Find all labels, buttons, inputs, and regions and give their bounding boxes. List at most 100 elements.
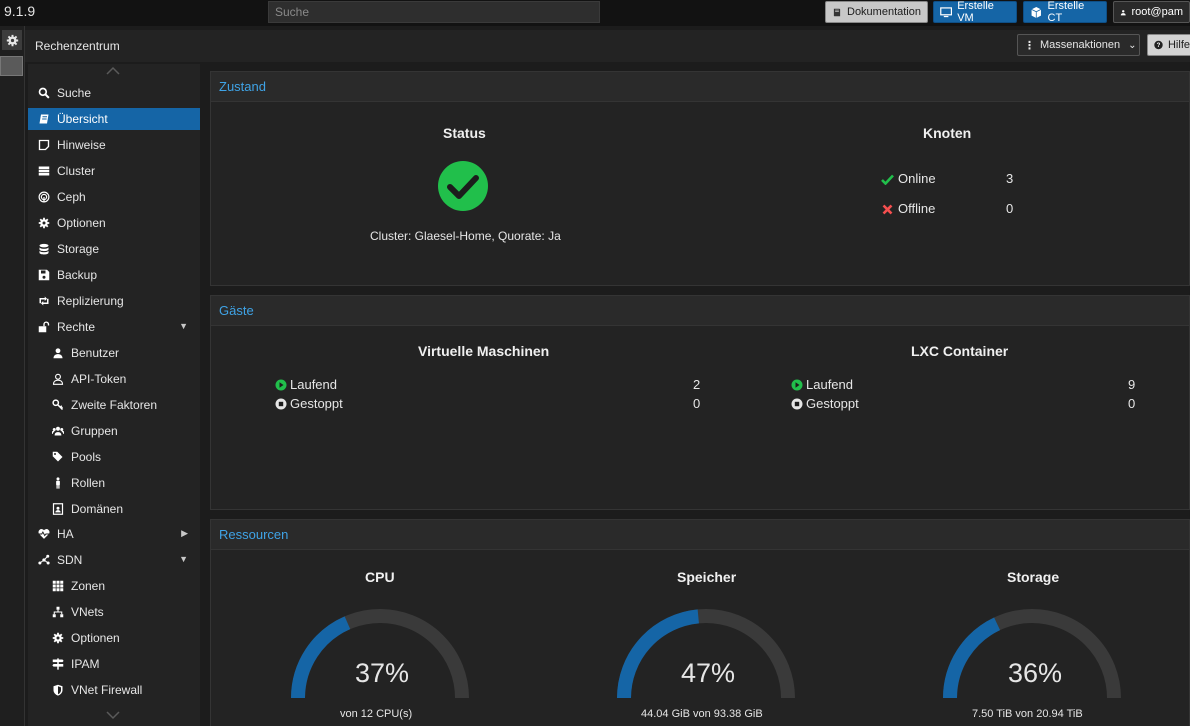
sidebar-item-backup[interactable]: Backup (28, 264, 200, 286)
cube-icon (1031, 6, 1042, 18)
sidebar-item-label: Benutzer (71, 346, 120, 360)
sidebar-item-suche[interactable]: Suche (28, 82, 200, 104)
bulk-actions-label: Massenaktionen (1040, 39, 1121, 51)
user-label: root@pam (1131, 6, 1183, 18)
sidebar-item-api-token[interactable]: API-Token (28, 368, 200, 390)
sidebar-item-storage[interactable]: Storage (28, 238, 200, 260)
sidebar-item-label: VNet Firewall (71, 683, 143, 697)
sidebar-item-benutzer[interactable]: Benutzer (28, 342, 200, 364)
book-icon (833, 8, 841, 16)
nodes-offline-label: Offline (898, 201, 936, 216)
collapse-arrow-icon[interactable]: ▼ (179, 321, 188, 331)
gear-icon (38, 217, 50, 229)
note-icon (38, 139, 50, 151)
sidebar-item-zweite-faktoren[interactable]: Zweite Faktoren (28, 394, 200, 416)
create-ct-label: Erstelle CT (1047, 0, 1085, 24)
sidebar-item-label: Replizierung (57, 294, 124, 308)
shield-icon (53, 684, 63, 696)
sidebar-item-replizierung[interactable]: Replizierung (28, 290, 200, 312)
chevron-down-icon: ⌄ (1128, 39, 1137, 51)
sidebar-item-label: Domänen (71, 502, 124, 516)
top-bar: 9.1.9 Dokumentation Erstelle VM Erstelle… (0, 0, 1190, 26)
bulk-actions-button[interactable]: ⋮ Massenaktionen ⌄ (1017, 34, 1140, 56)
sidebar-item-label: Hinweise (57, 138, 106, 152)
sidebar-item-rechte[interactable]: Rechte ▼ (28, 316, 200, 338)
users-icon (52, 426, 64, 436)
sidebar-item-label: Zweite Faktoren (71, 398, 158, 412)
help-button[interactable]: ? Hilfe (1147, 34, 1190, 56)
sidebar-item-label: Zonen (71, 579, 106, 593)
documentation-button[interactable]: Dokumentation (825, 1, 928, 23)
desktop-icon (940, 6, 953, 17)
sidebar-item-zonen[interactable]: Zonen (28, 575, 200, 597)
documentation-label: Dokumentation (847, 6, 921, 18)
collapse-arrow-icon[interactable]: ▼ (179, 554, 188, 564)
gear-icon (6, 34, 18, 46)
user-menu-button[interactable]: root@pam (1113, 1, 1190, 23)
sidebar-item-pools[interactable]: Pools (28, 446, 200, 468)
check-circle-icon (438, 161, 488, 211)
sidebar-item-sdn[interactable]: SDN ▼ (28, 549, 200, 571)
check-icon (881, 174, 894, 185)
sidebar-item-label: Ceph (57, 190, 86, 204)
search-input[interactable] (268, 1, 600, 23)
sidebar-item-ipam[interactable]: IPAM (28, 653, 200, 675)
sidebar-item-label: SDN (57, 553, 83, 567)
unlock-icon (38, 321, 50, 333)
id-badge-icon (52, 503, 64, 515)
sidebar-item-label: Backup (57, 268, 98, 282)
scroll-down-icon[interactable] (106, 710, 120, 720)
sidebar-item-hinweise[interactable]: Hinweise (28, 134, 200, 156)
sidebar-item-gruppen[interactable]: Gruppen (28, 420, 200, 442)
stop-circle-icon (791, 398, 803, 410)
tree-selection[interactable] (0, 56, 23, 76)
sidebar-item-ceph[interactable]: Ceph (28, 186, 200, 208)
guests-panel: Gäste Virtuelle Maschinen Laufend 2 Gest… (210, 295, 1190, 510)
create-vm-button[interactable]: Erstelle VM (933, 0, 1017, 24)
sidebar-item-vnets[interactable]: VNets (28, 601, 200, 623)
sitemap-icon (52, 606, 64, 618)
gear-icon (52, 632, 64, 644)
help-label: Hilfe (1167, 39, 1190, 51)
content-header: Rechenzentrum ⋮ Massenaktionen ⌄ ? Hilfe (25, 30, 1190, 62)
nodes-heading: Knoten (923, 125, 972, 141)
sdn-icon (38, 554, 50, 565)
storage-percent: 36% (1008, 658, 1063, 688)
sidebar-item-ha[interactable]: HA ▶ (28, 523, 200, 545)
sidebar-item-label: Übersicht (57, 112, 108, 126)
sidebar-item-label: VNets (71, 605, 104, 619)
sidebar-item-domaenen[interactable]: Domänen (28, 498, 200, 520)
ct-stopped-count: 0 (1128, 396, 1136, 411)
sidebar-item-vnet-firewall[interactable]: VNet Firewall (28, 679, 200, 701)
play-circle-icon (791, 379, 803, 391)
svg-text:?: ? (1157, 42, 1161, 49)
scroll-up-icon[interactable] (106, 66, 120, 76)
left-strip (0, 26, 25, 726)
ct-stopped-label: Gestoppt (806, 396, 859, 411)
memory-percent: 47% (681, 658, 736, 688)
male-icon (56, 477, 60, 489)
book-icon (39, 114, 49, 124)
resources-panel-title: Ressourcen (211, 520, 1189, 550)
retweet-icon (39, 296, 49, 306)
create-ct-button[interactable]: Erstelle CT (1023, 0, 1107, 24)
floppy-icon (38, 269, 50, 281)
resources-panel: Ressourcen CPU 37% von 12 CPU(s) Speiche… (210, 519, 1190, 726)
play-circle-icon (275, 379, 287, 391)
sidebar-item-uebersicht[interactable]: Übersicht (28, 108, 200, 130)
sidebar-item-label: IPAM (71, 657, 100, 671)
sidebar-item-optionen[interactable]: Optionen (28, 212, 200, 234)
user-icon (1120, 9, 1126, 15)
vm-running-label: Laufend (290, 377, 337, 392)
cluster-status-text: Cluster: Glaesel-Home, Quorate: Ja (370, 229, 561, 243)
ct-heading: LXC Container (911, 343, 1009, 359)
sidebar-item-label: Suche (57, 86, 92, 100)
sidebar-item-rollen[interactable]: Rollen (28, 472, 200, 494)
sidebar-item-sdn-optionen[interactable]: Optionen (28, 627, 200, 649)
collapse-tool-button[interactable] (2, 30, 22, 50)
signpost-icon (52, 658, 64, 670)
sidebar-nav: Suche Übersicht Hinweise Cluster Ceph Op… (28, 64, 200, 726)
sidebar-item-cluster[interactable]: Cluster (28, 160, 200, 182)
expand-arrow-icon[interactable]: ▶ (181, 528, 188, 538)
storage-gauge (943, 609, 1121, 699)
